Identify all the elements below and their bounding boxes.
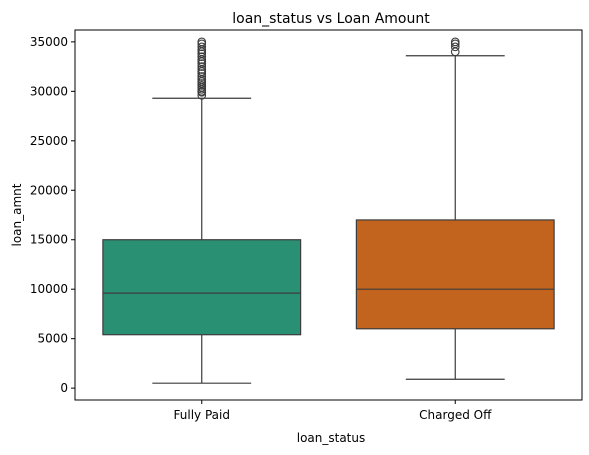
outlier-point [450,37,460,47]
outlier-point [197,62,207,71]
y-axis-label: loan_amnt [10,183,24,246]
iqr-box [355,219,555,330]
y-tick-label: 30000 [30,84,68,98]
x-tick-label: Charged Off [419,408,492,422]
plot-area [74,29,583,401]
x-tick-label: Fully Paid [174,408,230,422]
box-charged-off [355,37,555,380]
y-tick-label: 5000 [37,332,68,346]
boxes [102,37,555,384]
outlier-point [197,72,207,81]
y-axis: 0 5000 10000 15000 20000 25000 30000 35000 [30,35,75,395]
chart-title: loan_status vs Loan Amount [232,11,430,27]
outlier-point [197,42,207,52]
y-tick-label: 25000 [30,134,68,148]
y-tick-label: 15000 [30,233,68,247]
y-tick-label: 20000 [30,183,68,197]
box-fully-paid [102,37,302,384]
outlier-point [197,52,207,62]
iqr-box [102,239,302,336]
y-tick-label: 35000 [30,35,68,49]
y-tick-label: 0 [60,381,68,395]
outlier-point [450,42,460,52]
x-axis: Fully Paid Charged Off [174,400,492,422]
outlier-point [197,37,207,47]
y-tick-label: 10000 [30,282,68,296]
x-axis-label: loan_status [297,431,366,445]
